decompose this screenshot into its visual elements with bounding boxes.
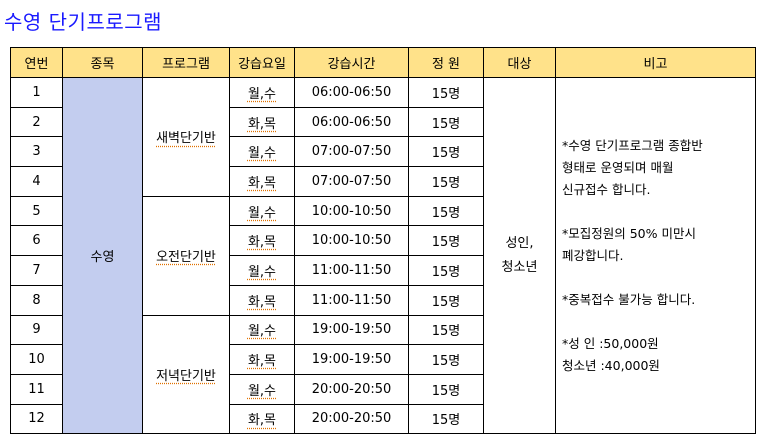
header-sport: 종목 <box>62 47 143 78</box>
table-row: 4 화,목 07:00-07:50 15명 <box>10 166 756 197</box>
header-target: 대상 <box>483 47 556 78</box>
days-text: 월,수 <box>247 205 277 221</box>
days-text: 월,수 <box>247 324 277 340</box>
capacity-cell: 15명 <box>408 403 484 435</box>
days-text: 월,수 <box>247 146 277 162</box>
row-number: 3 <box>10 136 63 168</box>
time-cell: 20:00-20:50 <box>294 373 409 405</box>
row-number: 6 <box>10 225 63 257</box>
time-cell: 20:00-20:50 <box>294 403 409 435</box>
program-table: 연번 종목 프로그램 강습요일 강습시간 정 원 대상 비고 1 수영 새벽단기반 월… <box>10 47 756 435</box>
header-row: 연번 종목 프로그램 강습요일 강습시간 정 원 대상 비고 <box>10 47 756 78</box>
header-days: 강습요일 <box>229 47 295 78</box>
capacity-cell: 15명 <box>408 314 484 346</box>
time-cell: 10:00-10:50 <box>294 225 409 257</box>
time-cell: 07:00-07:50 <box>294 136 409 168</box>
program-cell: 새벽단기반 <box>142 77 230 197</box>
capacity-cell: 15명 <box>408 284 484 316</box>
row-number: 9 <box>10 314 63 346</box>
row-number: 12 <box>10 403 63 435</box>
table-row: 7 월,수 11:00-11:50 15명 <box>10 255 756 286</box>
header-notes: 비고 <box>555 47 756 78</box>
days-cell: 월,수 <box>229 136 295 168</box>
capacity-cell: 15명 <box>408 77 484 108</box>
time-cell: 11:00-11:50 <box>294 284 409 316</box>
capacity-cell: 15명 <box>408 344 484 375</box>
days-text: 화,목 <box>247 354 277 370</box>
days-text: 화,목 <box>247 175 277 191</box>
header-no: 연번 <box>10 47 63 78</box>
time-cell: 19:00-19:50 <box>294 314 409 346</box>
days-cell: 화,목 <box>229 166 295 197</box>
table-row: 12 화,목 20:00-20:50 15명 <box>10 403 756 435</box>
table-row: 11 월,수 20:00-20:50 15명 <box>10 373 756 405</box>
page-title: 수영 단기프로그램 <box>4 10 163 34</box>
days-text: 월,수 <box>247 86 277 102</box>
time-cell: 07:00-07:50 <box>294 166 409 197</box>
days-cell: 화,목 <box>229 225 295 257</box>
row-number: 5 <box>10 195 63 227</box>
capacity-cell: 15명 <box>408 106 484 138</box>
header-capacity: 정 원 <box>408 47 484 78</box>
target-cell: 성인, 청소년 <box>483 76 556 435</box>
capacity-cell: 15명 <box>408 166 484 197</box>
days-cell: 월,수 <box>229 77 295 108</box>
row-number: 10 <box>10 344 63 375</box>
program-name: 새벽단기반 <box>156 131 216 147</box>
header-time: 강습시간 <box>294 47 409 78</box>
days-cell: 월,수 <box>229 314 295 346</box>
program-name: 저녁단기반 <box>156 368 216 384</box>
capacity-cell: 15명 <box>408 225 484 257</box>
table-row: 5 오전단기반 월,수 10:00-10:50 15명 <box>10 195 756 316</box>
days-cell: 월,수 <box>229 255 295 286</box>
time-cell: 06:00-06:50 <box>294 77 409 108</box>
days-cell: 화,목 <box>229 284 295 316</box>
row-number: 8 <box>10 284 63 316</box>
days-text: 화,목 <box>247 116 277 132</box>
days-cell: 월,수 <box>229 373 295 405</box>
days-text: 화,목 <box>247 413 277 429</box>
table-row: 2 화,목 06:00-06:50 15명 <box>10 106 756 138</box>
program-name: 오전단기반 <box>156 250 216 266</box>
days-cell: 화,목 <box>229 403 295 435</box>
capacity-cell: 15명 <box>408 136 484 168</box>
capacity-cell: 15명 <box>408 195 484 227</box>
days-cell: 화,목 <box>229 344 295 375</box>
sport-cell: 수영 <box>62 76 143 435</box>
row-number: 11 <box>10 373 63 405</box>
days-text: 월,수 <box>247 264 277 280</box>
capacity-cell: 15명 <box>408 255 484 286</box>
row-number: 2 <box>10 106 63 138</box>
table-row: 3 월,수 07:00-07:50 15명 <box>10 136 756 168</box>
row-number: 4 <box>10 166 63 197</box>
time-cell: 11:00-11:50 <box>294 255 409 286</box>
program-cell: 저녁단기반 <box>142 314 230 435</box>
time-cell: 10:00-10:50 <box>294 195 409 227</box>
table-row: 6 화,목 10:00-10:50 15명 <box>10 225 756 257</box>
header-program: 프로그램 <box>142 47 230 78</box>
capacity-cell: 15명 <box>408 373 484 405</box>
row-number: 1 <box>10 77 63 108</box>
days-text: 화,목 <box>247 235 277 251</box>
days-cell: 월,수 <box>229 195 295 227</box>
days-text: 화,목 <box>247 294 277 310</box>
table-row: 8 화,목 11:00-11:50 15명 <box>10 284 756 316</box>
table-row: 9 저녁단기반 월,수 19:00-19:50 15명 <box>10 314 756 435</box>
days-cell: 화,목 <box>229 106 295 138</box>
notes-cell: *수영 단기프로그램 종합반 형태로 운영되며 매월 신규접수 합니다. *모집… <box>555 76 756 435</box>
table-row: 10 화,목 19:00-19:50 15명 <box>10 344 756 375</box>
row-number: 7 <box>10 255 63 286</box>
days-text: 월,수 <box>247 383 277 399</box>
program-cell: 오전단기반 <box>142 195 230 316</box>
time-cell: 19:00-19:50 <box>294 344 409 375</box>
table-row: 1 수영 새벽단기반 월,수 06:00-06:50 15명 성인, 청소년 *수영 단기프로… <box>10 76 756 435</box>
time-cell: 06:00-06:50 <box>294 106 409 138</box>
